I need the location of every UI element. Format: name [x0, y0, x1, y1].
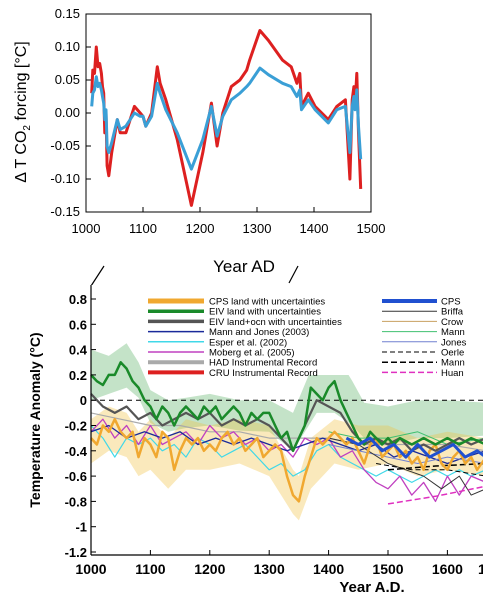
legend-label: Crow: [441, 317, 463, 328]
bottom-series-line-13: [90, 361, 483, 453]
legend-label: Oerle: [441, 348, 464, 359]
bottom-x-tick-label: 1600: [432, 561, 463, 577]
bottom-x-tick-label: 1200: [194, 561, 225, 577]
top-series-group: [90, 29, 363, 207]
bottom-x-tick-label: 1000: [75, 561, 106, 577]
top-y-ticks: 0.15 0.10 0.05 0.00 -0.05 -0.10 -0.15: [50, 6, 91, 219]
legend-label: Jones: [441, 337, 467, 348]
legend-label: Mann: [441, 358, 465, 369]
legend-label: Huan: [441, 368, 464, 379]
bottom-y-tick-label: 0.6: [69, 317, 87, 332]
uncertainty-band-1: [91, 343, 483, 451]
legend-label: Esper et al. (2002): [209, 337, 287, 348]
legend-label: EIV land with uncertainties: [209, 307, 321, 318]
bottom-y-tick-label: -1.2: [65, 545, 87, 560]
legend-label: Moberg et al. (2005): [209, 348, 295, 359]
top-x-tick-label: 1100: [129, 221, 157, 236]
bottom-y-tick-label: 0: [80, 393, 87, 408]
bottom-y-tick-label: -1: [75, 520, 87, 535]
top-x-axis-label: Year AD: [213, 257, 275, 276]
bottom-x-ticks: 1000 1100 1200 1300 1400 1500 1600 1: [75, 550, 483, 577]
bottom-x-axis-label: Year A.D.: [339, 579, 404, 596]
top-y-tick-label: 0.15: [55, 6, 80, 21]
co2-forcing-chart: 0.15 0.10 0.05 0.00 -0.05 -0.10 -0.15 1000 1100…: [13, 6, 385, 276]
top-y-tick-label: -0.05: [50, 138, 80, 153]
bottom-series-line-11: [90, 417, 483, 503]
bottom-series-group: [90, 361, 483, 505]
top-x-tick-label: 1300: [243, 221, 272, 236]
bottom-x-tick-label: 1400: [313, 561, 344, 577]
legend-label: EIV land+ocn with uncertainties: [209, 317, 342, 328]
top-y-tick-label: -0.15: [50, 204, 80, 219]
top-y-axis-label: Δ T CO2 forcing [°C]: [13, 41, 33, 183]
bottom-y-tick-label: -0.6: [65, 469, 87, 484]
top-y-tick-label: -0.10: [50, 171, 80, 186]
bottom-x-tick-label: 1: [478, 561, 483, 577]
bottom-series-line-10: [387, 486, 483, 505]
legend-label: CRU Instrumental Record: [209, 368, 318, 379]
bottom-x-tick-label: 1300: [254, 561, 285, 577]
bottom-y-ticks: 0.8 0.6 0.4 0.2 0 -0.2 -0.4 -0.6 -0.8 -1 -1.2: [65, 292, 96, 560]
bottom-y-axis-label: Temperature Anomaly (°C): [27, 332, 43, 507]
top-y-tick-label: 0.05: [55, 72, 80, 87]
bottom-y-tick-label: 0.8: [69, 292, 87, 307]
bottom-series-line-8: [376, 463, 483, 477]
top-y-tick-label: 0.10: [55, 39, 80, 54]
bottom-y-tick-label: 0.2: [69, 368, 87, 383]
top-x-tick-label: 1000: [72, 221, 101, 236]
top-plot-frame: [85, 13, 372, 213]
bottom-series-line-9: [387, 462, 483, 471]
legend-label: Mann and Jones (2003): [209, 327, 309, 338]
top-series-line-2: [90, 66, 363, 171]
bottom-x-tick-label: 1500: [372, 561, 403, 577]
top-x-tick-label: 1400: [300, 221, 329, 236]
legend-label: Mann: [441, 327, 465, 338]
bottom-y-tick-label: 0.4: [69, 343, 88, 358]
top-x-tick-label: 1200: [186, 221, 215, 236]
bottom-y-tick-label: -0.8: [65, 494, 87, 509]
bottom-series-line-2: [90, 425, 483, 483]
zoom-connector-right: [288, 265, 299, 284]
bottom-x-tick-label: 1100: [135, 561, 166, 577]
bottom-series-line-14: [345, 436, 483, 459]
zoom-connector-left: [90, 265, 105, 287]
legend-label: CPS land with uncertainties: [209, 297, 325, 308]
top-x-tick-label: 1500: [357, 221, 386, 236]
top-series-line-1: [90, 29, 363, 207]
top-y-tick-label: 0.00: [55, 105, 80, 120]
bottom-series-line-4: [90, 424, 483, 465]
legend-label: CPS: [441, 297, 461, 308]
legend-label: HAD Instrumental Record: [209, 358, 317, 369]
legend-label: Briffa: [441, 307, 464, 318]
top-x-ticks: 1000 1100 1200 1300 1400 1500: [72, 207, 386, 236]
bottom-y-tick-label: -0.2: [65, 419, 87, 434]
bottom-y-tick-label: -0.4: [65, 444, 88, 459]
